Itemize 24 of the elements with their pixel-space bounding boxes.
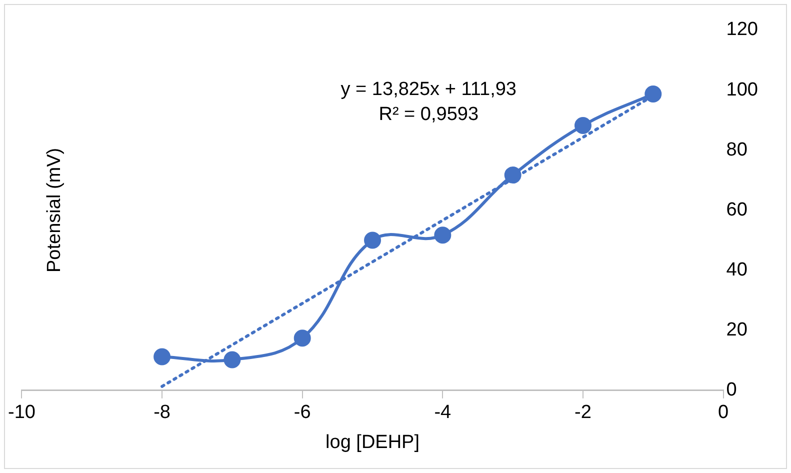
annotation: y = 13,825x + 111,93 (340, 79, 516, 100)
point (644, 85, 662, 102)
x-tick-label: -6 (294, 402, 311, 424)
point (154, 348, 171, 366)
y-tick-label: 80 (726, 139, 748, 160)
point (504, 166, 522, 184)
point (434, 226, 452, 244)
y-tick-label: 0 (726, 380, 737, 401)
x-axis-title: log [DEHP] (326, 432, 420, 453)
y-tick-label: 120 (726, 19, 758, 40)
x-tick-label: -2 (574, 402, 592, 424)
point (224, 351, 241, 368)
y-tick-label: 40 (726, 260, 748, 280)
point (364, 232, 382, 249)
point (574, 117, 592, 134)
y-tick-label: 20 (726, 320, 748, 341)
y-axis-title: Potensial (mV) (44, 148, 66, 273)
y-tick-label: 60 (726, 199, 748, 220)
x-tick-label: -4 (434, 402, 452, 424)
y-tick-label: 100 (726, 79, 758, 100)
x-tick-label: -10 (8, 402, 36, 424)
annotation: R² = 0,9593 (378, 104, 479, 126)
point (294, 330, 311, 347)
x-tick-label: -8 (154, 402, 170, 424)
